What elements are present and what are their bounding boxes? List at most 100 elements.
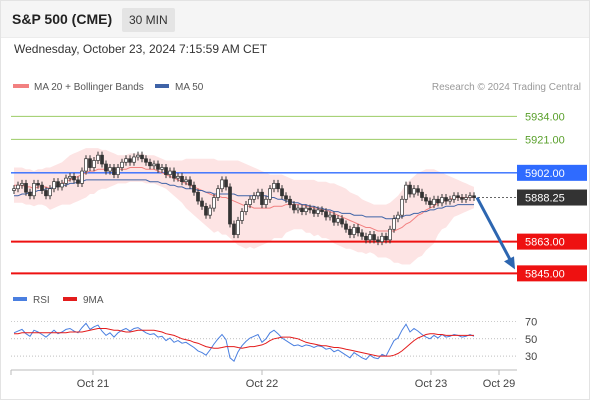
candle-body: [440, 197, 444, 204]
candle-body: [272, 183, 276, 190]
x-axis: Oct 21 Oct 22 Oct 23 Oct 29: [10, 369, 517, 390]
candle-body: [328, 214, 332, 218]
candle-body: [32, 183, 36, 197]
candle-body: [452, 195, 456, 200]
candle-body: [108, 167, 112, 172]
support-level-tag: [517, 265, 587, 282]
candle-body: [460, 197, 464, 200]
current-price-label: 5888.25: [525, 193, 565, 205]
candle-body: [316, 209, 320, 214]
resistance-level-label: 5921.00: [525, 134, 565, 146]
candle-body: [380, 235, 384, 242]
candle-body: [360, 232, 364, 237]
rsi-ma-legend-swatch: [63, 297, 77, 301]
candle-body: [184, 179, 188, 183]
candle-body: [172, 170, 176, 179]
candle-body: [392, 218, 396, 230]
candle-body: [324, 211, 328, 218]
candle-body: [84, 158, 88, 172]
candle-body: [148, 161, 152, 167]
timestamp: Wednesday, October 23, 2024 7:15:59 AM C…: [14, 42, 268, 56]
candle-body: [76, 179, 80, 184]
support-level-label: 5845.00: [525, 268, 565, 280]
candle-body: [408, 184, 412, 195]
symbol-title: S&P 500 (CME): [12, 11, 113, 27]
candle-body: [36, 183, 40, 186]
candle-body: [356, 227, 360, 234]
candle-body: [140, 154, 144, 160]
candle-body: [468, 195, 472, 198]
candle-body: [300, 207, 304, 212]
candle-body: [264, 198, 268, 205]
timeframe-button[interactable]: 30 MIN: [122, 8, 175, 32]
candle-body: [416, 188, 420, 193]
candle-body: [160, 167, 164, 170]
candle-body: [404, 184, 408, 200]
candle-body: [156, 163, 160, 170]
candle-body: [280, 188, 284, 197]
rsi-plot: 70 50 30: [11, 317, 537, 363]
candle-body: [292, 204, 296, 211]
candle-body: [352, 227, 356, 235]
credit-text: Research © 2024 Trading Central: [432, 82, 581, 93]
forecast-arrow-shaft: [475, 196, 513, 263]
candle-body: [168, 170, 172, 175]
price-plot: 5934.00 5921.00 5902.00 5863.00 5845.00 5888.…: [11, 111, 587, 282]
candle-body: [396, 214, 400, 220]
candle-body: [120, 161, 124, 168]
candle-body: [336, 218, 340, 223]
support-level-label: 5863.00: [525, 237, 565, 249]
candle-body: [28, 191, 32, 197]
candle-body: [152, 163, 156, 167]
rsi-tick-label: 70: [525, 317, 537, 329]
x-tick-label: Oct 21: [77, 378, 109, 390]
candle-body: [344, 223, 348, 230]
rsi-line: [13, 322, 475, 363]
candle-body: [400, 198, 404, 216]
candle-body: [240, 211, 244, 221]
candle-body: [308, 207, 312, 211]
rsi-tick-label: 30: [525, 351, 537, 363]
pivot-level-label: 5902.00: [525, 168, 565, 180]
pivot-level-tag: [517, 164, 587, 181]
candle-body: [256, 191, 260, 197]
candle-body: [44, 190, 48, 197]
candle-body: [200, 200, 204, 207]
candle-body: [448, 198, 452, 202]
candle-body: [464, 197, 468, 200]
candle-body: [24, 183, 28, 193]
candle-body: [192, 184, 196, 193]
candle-body: [104, 163, 108, 172]
candle-body: [124, 158, 128, 163]
candle-body: [268, 188, 272, 200]
candle-body: [424, 197, 428, 202]
ma50-legend-swatch: [155, 84, 169, 88]
candle-body: [420, 191, 424, 198]
candle-body: [40, 184, 44, 191]
candle-body: [144, 158, 148, 163]
rsi-ma-legend-label: 9MA: [83, 295, 104, 306]
candle-body: [428, 200, 432, 205]
candle-body: [212, 197, 216, 209]
candle-body: [92, 160, 96, 168]
candle-body: [248, 198, 252, 205]
candle-body: [348, 228, 352, 235]
candle-body: [260, 191, 264, 205]
candle-body: [48, 188, 52, 197]
candle-body: [372, 234, 376, 241]
candle-body: [340, 218, 344, 225]
rsi-legend-swatch: [13, 297, 27, 301]
candle-body: [432, 198, 436, 205]
candle-body: [188, 179, 192, 186]
resistance-level-label: 5934.00: [525, 111, 565, 123]
candle-body: [136, 154, 140, 158]
candle-body: [52, 181, 56, 190]
candle-body: [232, 223, 236, 235]
candle-body: [320, 209, 324, 212]
candle-body: [296, 207, 300, 211]
candle-body: [196, 191, 200, 202]
candle-body: [436, 198, 440, 204]
candle-body: [288, 198, 292, 205]
candle-body: [228, 186, 232, 225]
